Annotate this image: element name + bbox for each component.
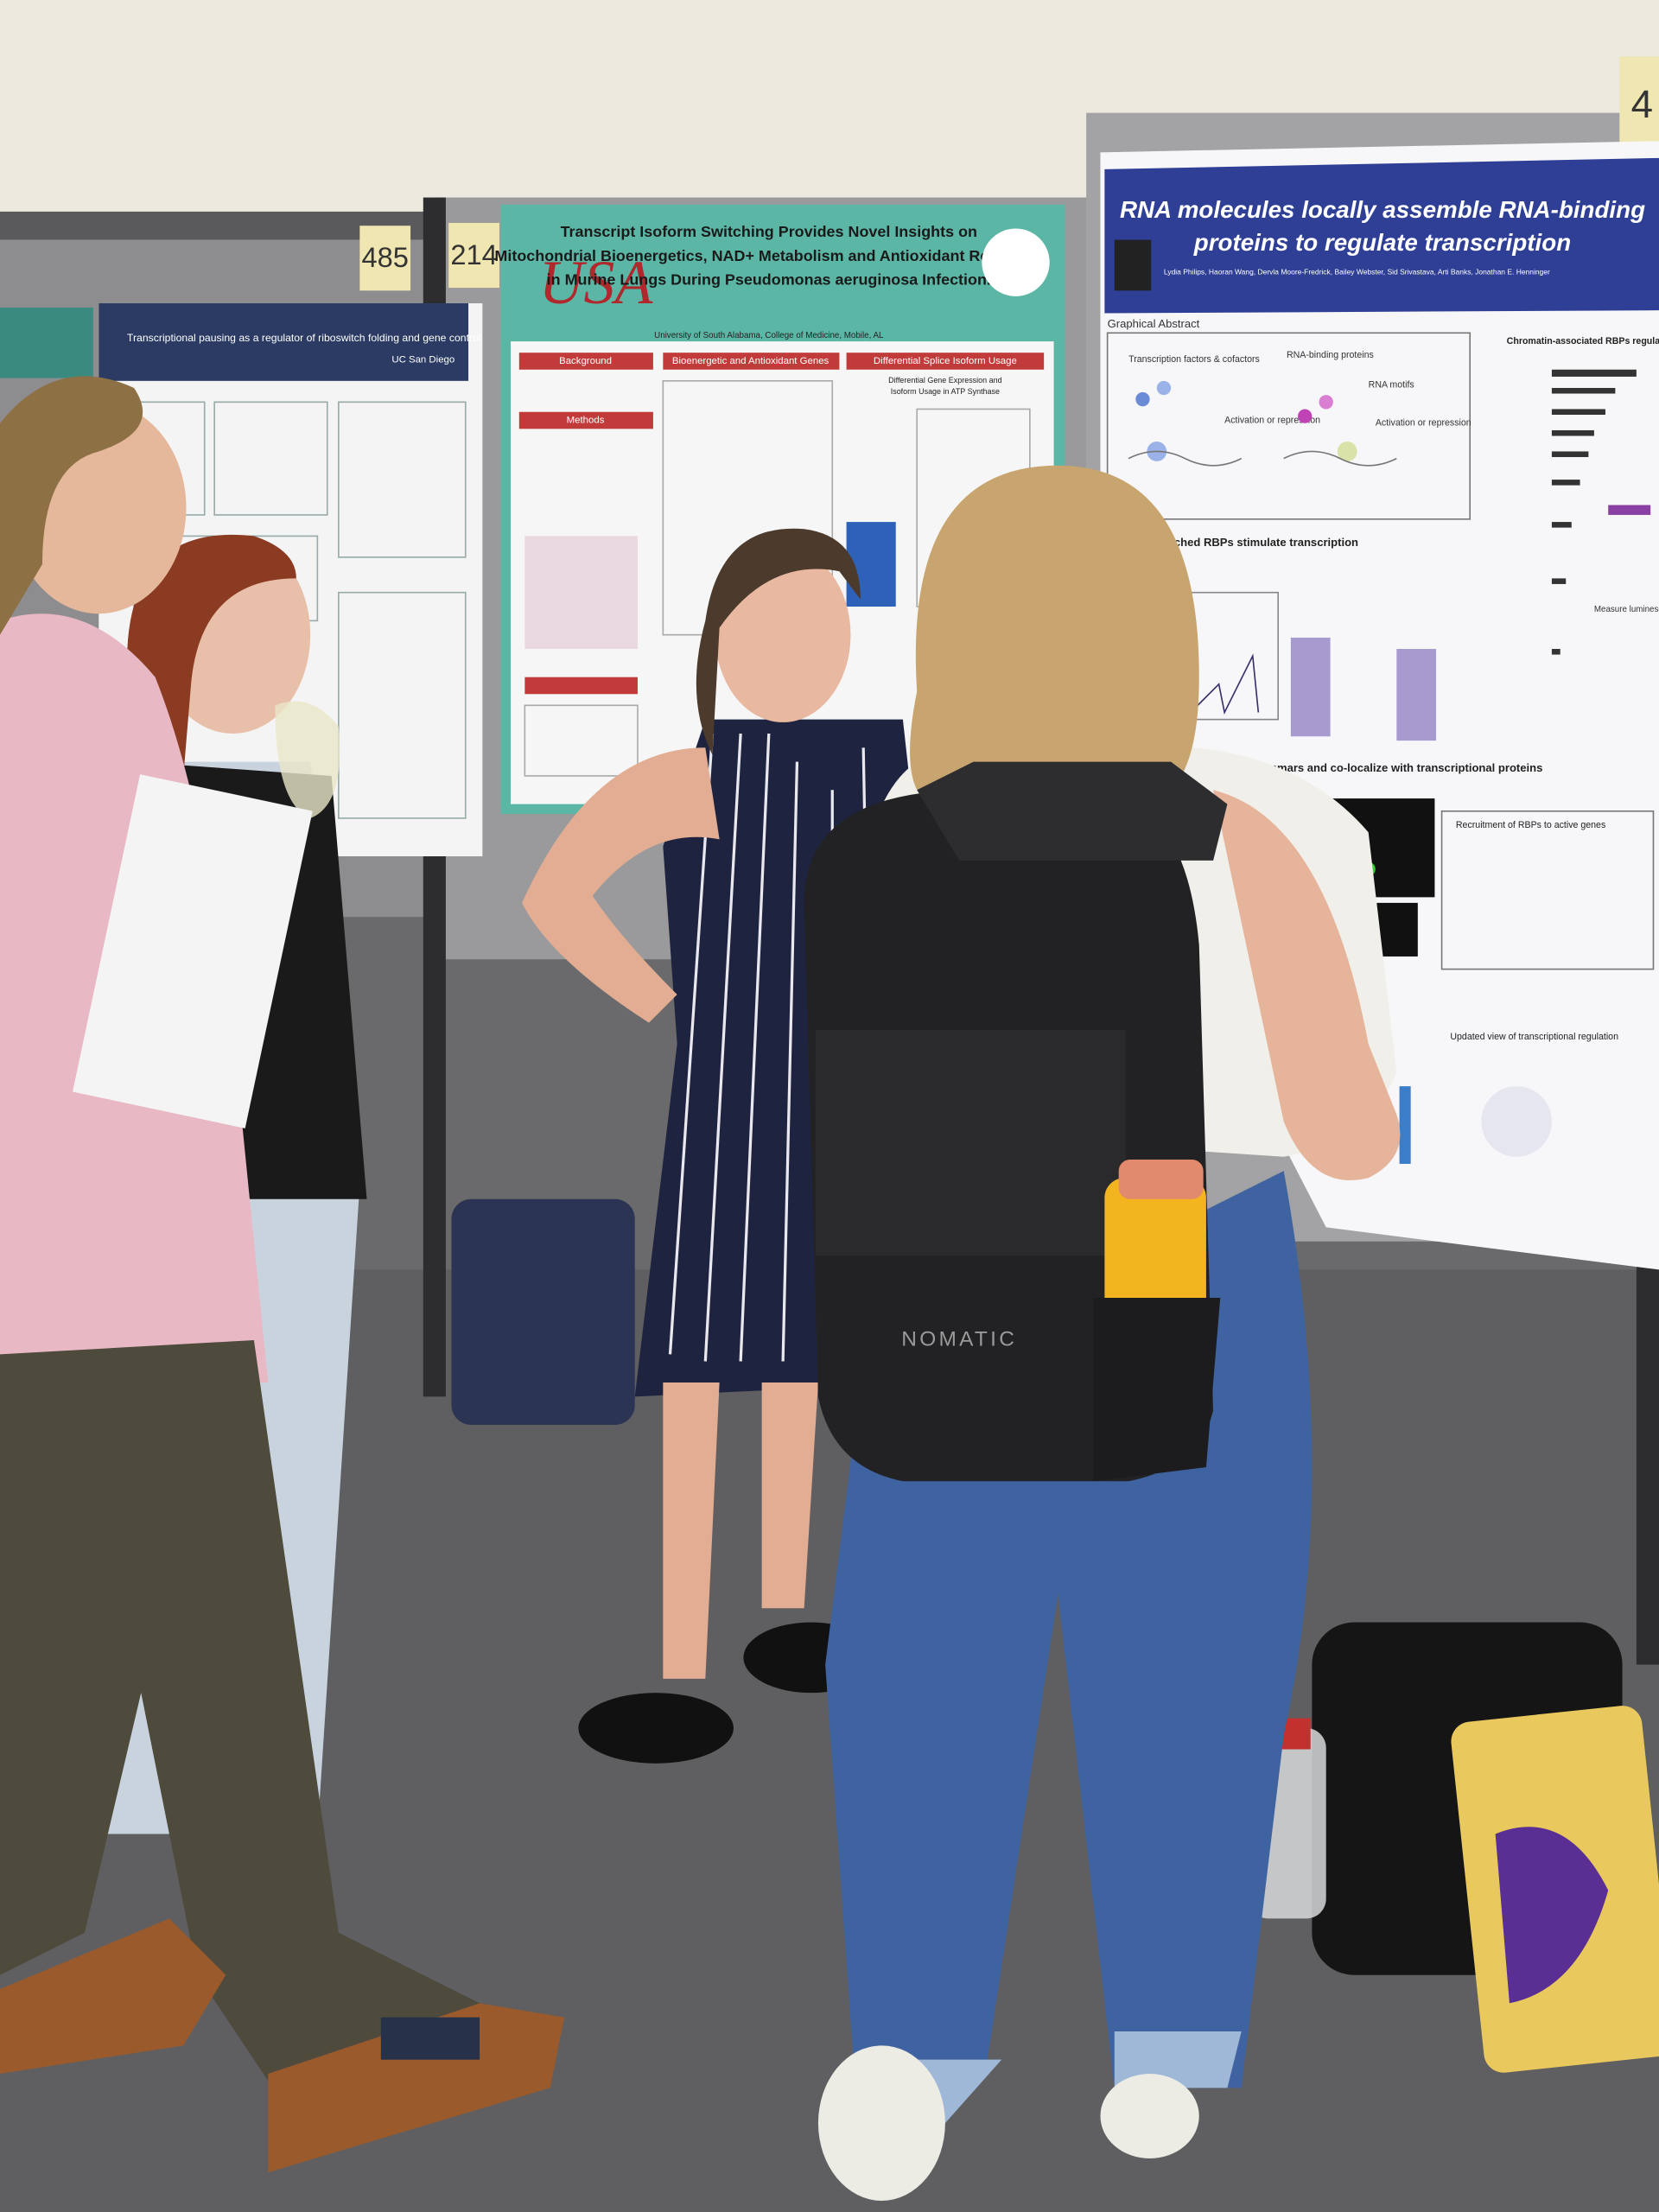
man-shoe (268, 2003, 565, 2173)
poster-right-label: Transcription factors & cofactors (1128, 354, 1260, 365)
section-heading: Methods (567, 416, 605, 426)
recruitment-box (1440, 810, 1655, 970)
water-bottle (1104, 1178, 1206, 1326)
man-trousers (0, 1340, 494, 2102)
handout-papers (73, 774, 313, 1128)
presenter-leg (663, 1382, 720, 1679)
model-graphic (1481, 1086, 1552, 1157)
backpack-straps (917, 761, 1228, 861)
section-bar (518, 353, 653, 370)
poster-middle-figures (524, 380, 1031, 777)
poster-right-header (1104, 157, 1659, 314)
poster-right-title: proteins to regulate transcription (1193, 229, 1571, 256)
woman-hair (910, 465, 1199, 791)
wine-glass (275, 701, 340, 818)
poster-left-logo: UC San Diego (391, 354, 454, 365)
jeans-cuff (1114, 2031, 1242, 2088)
presenter-leg (761, 1382, 818, 1609)
poster-middle-title: Mitochondrial Bioenergetics, NAD+ Metabo… (494, 247, 1043, 264)
presenter-arm (522, 747, 720, 1023)
presenter-hair (696, 528, 861, 755)
poster-right-label: RNA-binding proteins (1287, 350, 1374, 360)
section-bar (846, 353, 1045, 370)
poster-right-title: RNA molecules locally assemble RNA-bindi… (1120, 196, 1645, 223)
board-number-tag (1619, 56, 1659, 158)
bag-background (451, 1198, 635, 1425)
section-heading: Bioenergetic and Antioxidant Genes (672, 356, 830, 366)
man-shoe (0, 1918, 226, 2074)
section-heading: Differential Splice Isoform Usage (874, 356, 1017, 366)
qr-code (1114, 239, 1152, 291)
poster-middle-seal (982, 228, 1050, 296)
board-number: 4 (1631, 82, 1653, 126)
poster-right-label: Activation or repression (1376, 418, 1471, 429)
backpack-brand: NOMATIC (901, 1327, 1017, 1351)
poster-middle-affiliation: University of South Alabama, College of … (654, 331, 884, 340)
poster-right-label: Activation or repression (1224, 415, 1320, 425)
board-number: 214 (450, 238, 497, 270)
woman-arm (1213, 790, 1401, 1180)
board-number-tag (448, 222, 499, 289)
poster-middle-logo: USA (539, 248, 654, 317)
section-subheading: Differential Gene Expression and (888, 376, 1001, 385)
bottle-cap (1118, 1160, 1204, 1199)
model-bar (1399, 1086, 1411, 1164)
abstract-box (1106, 332, 1471, 520)
board-number-tag (359, 226, 411, 291)
poster-right-label: Graphical Abstract (1108, 317, 1200, 330)
bar-graphic (1551, 369, 1651, 655)
poster-left-header (99, 303, 469, 381)
section-bar (518, 411, 653, 429)
section-subheading: Isoform Usage in ATP Synthase (891, 387, 1000, 396)
poster-far-left (0, 307, 93, 378)
poster-right-authors: Lydia Philips, Haoran Wang, Dervla Moore… (1164, 267, 1550, 276)
shoe-detail (380, 2017, 480, 2060)
section-bar (663, 353, 840, 370)
presenter-shoe (578, 1693, 734, 1764)
poster-right-label: Measure luminescence (1594, 605, 1659, 614)
poster-right-section: -enriched RBPs stimulate transcription (1150, 536, 1358, 549)
tracks-figure (1167, 591, 1437, 741)
poster-right-label: Recruitment of RBPs to active genes (1456, 820, 1605, 830)
woman-shoe (817, 2045, 945, 2201)
backpack-side-pocket (1093, 1298, 1221, 1482)
abstract-icons (1128, 380, 1397, 467)
poster-middle-title: Transcript Isoform Switching Provides No… (561, 223, 977, 240)
poster-right-label: Chromatin-associated RBPs regulate repor… (1507, 336, 1659, 346)
man-hair (0, 376, 143, 635)
sleeve-print (1495, 1827, 1609, 2004)
poster-right-label: Updated view of transcriptional regulati… (1450, 1032, 1618, 1042)
poster-middle-title: in Murine Lungs During Pseudomonas aerug… (547, 271, 991, 289)
poster-right-label: RNA motifs (1369, 380, 1414, 391)
board-number: 485 (361, 241, 408, 273)
backpack-pocket (815, 1029, 1126, 1256)
section-heading: Background (559, 356, 612, 366)
woman-shoe (1100, 2074, 1199, 2158)
poster-left-title: Transcriptional pausing as a regulator o… (127, 332, 481, 344)
